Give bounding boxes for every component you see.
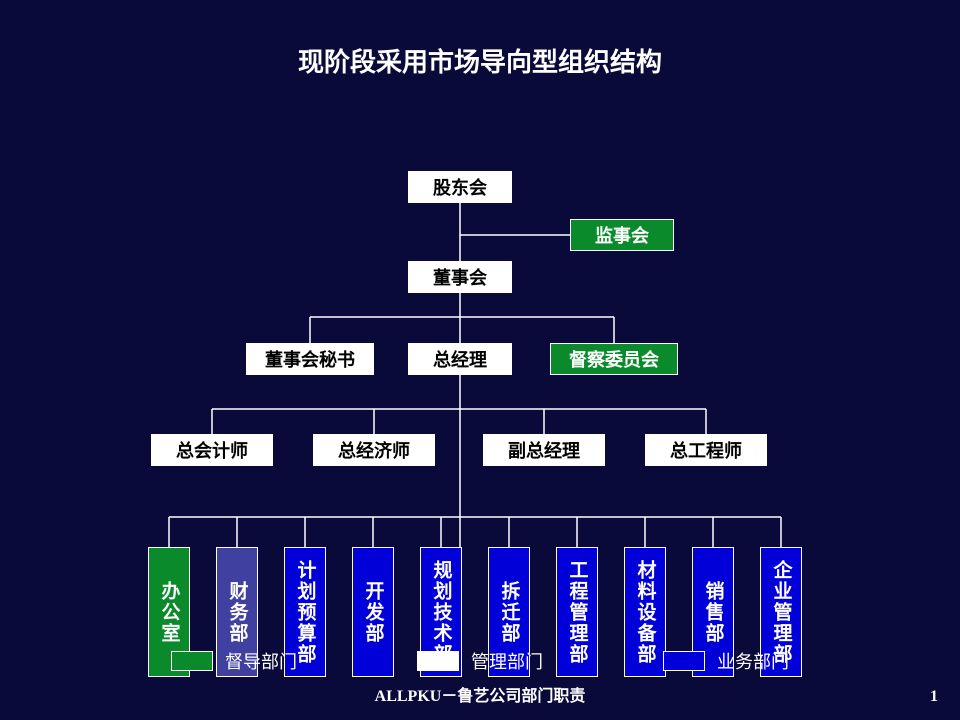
legend-item-2: 业务部门	[663, 648, 789, 674]
node-label: 办公室	[156, 581, 183, 644]
node-gm: 总经理	[408, 343, 512, 375]
node-label: 开发部	[360, 581, 387, 644]
legend-item-0: 督导部门	[171, 648, 297, 674]
legend-swatch	[663, 651, 705, 671]
node-inspect: 督察委员会	[550, 343, 678, 375]
node-label: 总工程师	[670, 437, 742, 463]
legend-swatch	[417, 651, 459, 671]
connector-lines	[0, 79, 960, 679]
legend-item-1: 管理部门	[417, 648, 543, 674]
node-board: 董事会	[408, 261, 512, 293]
footer-center: ALLPKU－鲁艺公司部门职责	[0, 682, 960, 706]
node-label: 财务部	[224, 581, 251, 644]
legend-label: 督导部门	[225, 648, 297, 674]
node-label: 董事会	[433, 264, 487, 290]
node-label: 总会计师	[176, 437, 248, 463]
legend-label: 管理部门	[471, 648, 543, 674]
node-shareholders: 股东会	[408, 171, 512, 203]
node-secretary: 董事会秘书	[246, 343, 374, 375]
footer-page-number: 1	[930, 688, 938, 706]
node-label: 拆迁部	[496, 581, 523, 644]
node-label: 董事会秘书	[265, 346, 355, 372]
legend: 督导部门 管理部门 业务部门	[0, 648, 960, 674]
node-accountant: 总会计师	[151, 434, 273, 466]
node-economist: 总经济师	[313, 434, 435, 466]
node-label: 副总经理	[508, 437, 580, 463]
node-supervisors: 监事会	[570, 219, 674, 251]
node-deputy: 副总经理	[483, 434, 605, 466]
legend-label: 业务部门	[717, 648, 789, 674]
page-title: 现阶段采用市场导向型组织结构	[0, 0, 960, 79]
node-label: 总经济师	[338, 437, 410, 463]
node-label: 股东会	[433, 174, 487, 200]
legend-swatch	[171, 651, 213, 671]
node-label: 销售部	[700, 581, 727, 644]
node-label: 监事会	[595, 222, 649, 248]
node-label: 总经理	[433, 346, 487, 372]
footer: ALLPKU－鲁艺公司部门职责 1	[0, 682, 960, 706]
node-engineer: 总工程师	[645, 434, 767, 466]
node-label: 督察委员会	[569, 346, 659, 372]
org-chart: 股东会监事会董事会董事会秘书 总经理 督察委员会总会计师 总经济师 副总经理 总工程师办公…	[0, 79, 960, 679]
